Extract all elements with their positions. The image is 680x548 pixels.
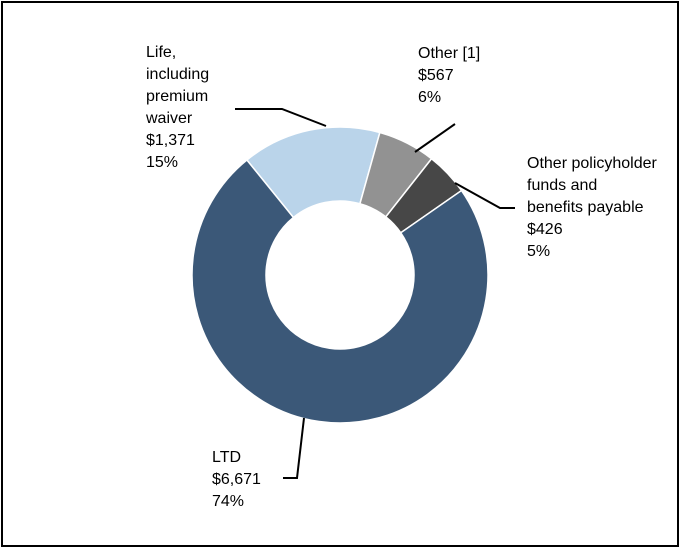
label-value: $426 [527, 221, 563, 238]
data-label-ltd: LTD $6,671 74% [212, 447, 261, 513]
label-percent: 6% [418, 89, 442, 106]
donut-slice-ltd [191, 158, 489, 424]
label-name-line: Other policyholder [527, 155, 657, 172]
label-name-line: funds and [527, 177, 598, 194]
label-name-line: LTD [212, 449, 242, 466]
label-value: $6,671 [212, 471, 261, 488]
label-percent: 74% [212, 493, 245, 510]
label-name-line: premium [146, 88, 209, 105]
leader-line-other-policyholder [454, 182, 515, 209]
label-percent: 15% [146, 154, 179, 171]
label-name-line: Life, [146, 44, 177, 61]
label-percent: 5% [527, 243, 551, 260]
leader-lines [235, 108, 515, 479]
label-name-line: Other [1] [418, 45, 481, 62]
donut-slices [191, 126, 489, 424]
label-value: $1,371 [146, 132, 195, 149]
data-label-life: Life, including premium waiver $1,371 15… [146, 42, 209, 174]
leader-line-other [414, 123, 456, 153]
label-value: $567 [418, 67, 454, 84]
data-label-other: Other [1] $567 6% [418, 43, 480, 109]
label-name-line: including [146, 66, 210, 83]
leader-line-ltd [283, 417, 305, 479]
leader-line-life [235, 108, 327, 127]
data-label-other-policyholder: Other policyholder funds and benefits pa… [527, 153, 657, 263]
label-name-line: waiver [146, 110, 193, 127]
label-name-line: benefits payable [527, 199, 644, 216]
